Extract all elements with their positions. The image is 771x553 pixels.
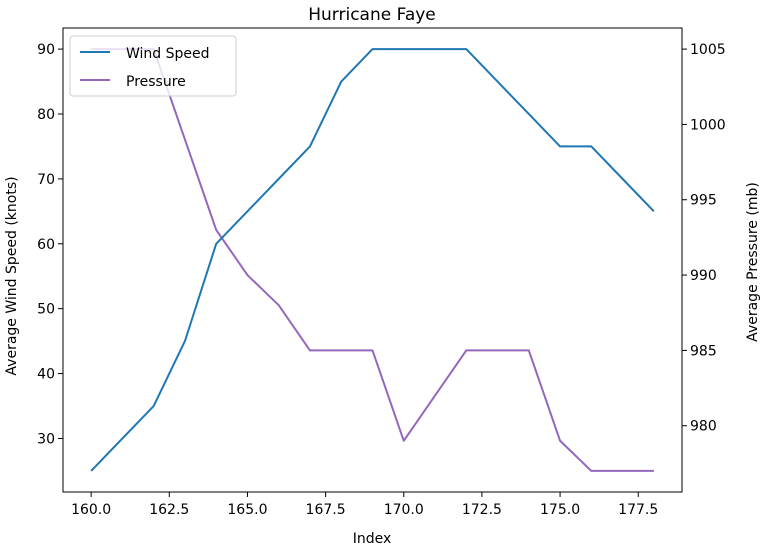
y2-tick-label: 995: [690, 193, 717, 209]
legend-label-pressure: Pressure: [126, 74, 186, 90]
y2-tick-label: 980: [690, 419, 717, 435]
y-axis-label: Average Wind Speed (knots): [4, 176, 20, 375]
x-tick-label: 177.5: [618, 502, 658, 518]
legend-box: [69, 35, 237, 97]
y-tick-label: 40: [37, 367, 55, 383]
ticks-layer: 160.0 162.5 165.0 167.5 170.0 172.5 175.0 177.5…: [37, 42, 725, 518]
y2-tick-label: 990: [690, 268, 717, 284]
x-tick-label: 170.0: [384, 502, 424, 518]
series-line-wind-speed: [90, 48, 655, 472]
y-tick-label: 30: [37, 431, 55, 447]
y-tick-label: 50: [37, 302, 55, 318]
y-tick-label: 60: [37, 237, 55, 253]
x-tick-label: 160.0: [71, 502, 111, 518]
y2-tick-label: 1000: [690, 117, 726, 133]
series-layer: [90, 48, 655, 472]
x-tick-label: 162.5: [149, 502, 189, 518]
x-tick-label: 172.5: [462, 502, 502, 518]
y2-tick-label: 1005: [690, 42, 726, 58]
x-tick-label: 165.0: [227, 502, 267, 518]
y-tick-label: 70: [37, 172, 55, 188]
legend: Wind Speed Pressure: [69, 35, 237, 97]
y-tick-label: 90: [37, 42, 55, 58]
x-tick-label: 175.0: [540, 502, 580, 518]
x-tick-label: 167.5: [306, 502, 346, 518]
chart-title: Hurricane Faye: [308, 5, 436, 25]
plot-frame: [62, 27, 683, 493]
legend-label-wind-speed: Wind Speed: [126, 46, 210, 62]
series-line-pressure: [91, 48, 654, 472]
y-tick-label: 80: [37, 107, 55, 123]
x-axis-label: Index: [353, 531, 392, 547]
y2-tick-label: 985: [690, 343, 717, 359]
y2-axis-label: Average Pressure (mb): [745, 182, 761, 342]
